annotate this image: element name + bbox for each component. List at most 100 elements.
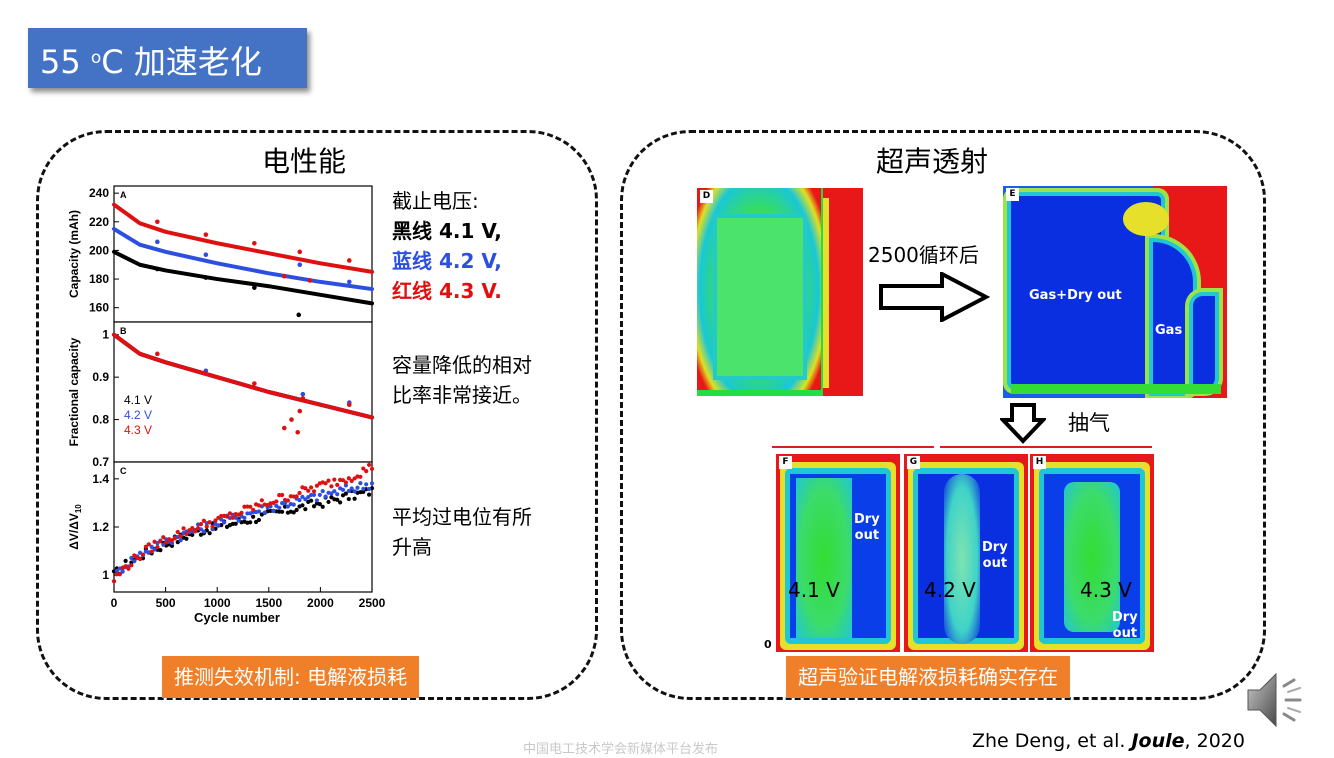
scatter-point [364,482,369,487]
x-axis-label: Cycle number [194,610,280,625]
scatter-point [285,504,291,509]
data-point [295,430,300,435]
scatter-point [340,487,346,492]
scatter-point [323,481,328,486]
scatter-point [271,508,276,514]
voltage-note-red: 红线 4.3 V. [392,279,502,303]
scatter-point [193,529,198,534]
right-panel-heading: 超声透射 [876,145,989,178]
voltage-notes-header: 截止电压: [392,189,479,213]
data-point [281,425,287,431]
x-tick-label: 1500 [255,596,282,610]
y-tick-label: 1 [102,568,109,582]
electrochemical-chart-figure: A 160 180 200 220 240 Capacity (mAh) B 1 0.9 0.8 0.… [67,185,386,625]
scatter-point [129,563,134,568]
scatter-point [256,503,262,508]
scatter-point [248,520,253,525]
overpotential-note: 平均过电位有所 升高 [392,502,532,562]
scatter-point [210,524,215,529]
right-arrow-icon [879,272,990,322]
scatter-point [329,491,334,496]
gas-dry-out-label: Gas+Dry out [1029,288,1122,303]
scatter-point [311,489,317,494]
scatter-point [311,492,317,498]
scatter-point [309,492,314,498]
scatter-point [201,518,206,523]
scatter-point [259,498,264,503]
chart-frame [113,185,373,323]
scatter-point [190,532,195,538]
data-point [300,396,306,401]
capacity-note-line: 容量降低的相对 [392,353,532,377]
scatter-point [146,542,151,547]
scatter-point [280,509,285,514]
scatter-point [207,520,212,525]
scatter-point [367,492,372,497]
chart-panel-letter: C [120,466,127,476]
scatter-point [361,489,366,494]
chart-panel-letter: B [120,326,127,336]
scatter-point [303,486,308,491]
scatter-point [233,521,238,526]
scatter-point [201,529,206,534]
scatter-point [367,486,372,492]
scan-letter: H [1033,456,1046,469]
scan-letter: F [779,456,792,469]
data-point [297,249,303,255]
down-arrow-icon [1000,403,1046,444]
scatter-point [335,497,340,502]
scan-zero-label: 0 [764,638,772,651]
scatter-point [361,466,366,471]
scatter-point [314,483,320,488]
voltage-label-f: 4.1 V [788,578,840,602]
data-point [297,262,303,268]
series-line [112,226,374,292]
series-line [112,332,374,420]
y-tick-label: 0.8 [92,413,109,427]
scatter-point [326,499,331,505]
scatter-point [132,553,137,558]
scan-letter: E [1006,188,1019,201]
scatter-point [335,482,340,487]
scan-letter: D [700,190,713,203]
scatter-point [184,531,189,537]
scatter-point [239,510,244,515]
scatter-point [361,486,366,491]
scatter-point [329,495,334,500]
scatter-point [164,540,169,545]
scatter-point [291,510,296,515]
scatter-point [216,523,221,528]
scatter-point [158,539,163,544]
scatter-point [309,485,314,490]
voltage-notes: 截止电压: 黑线 4.1 V, 蓝线 4.2 V, 红线 4.3 V. [392,186,502,306]
scatter-point [277,505,282,510]
y-tick-label: 0.7 [92,455,109,469]
scatter-point [123,564,128,569]
scatter-point [227,511,233,516]
data-point [203,275,209,280]
y-tick-label: 200 [89,243,109,257]
scatter-point [251,507,256,512]
capacity-note-line: 比率非常接近。 [392,383,532,407]
y-tick-label: 160 [89,301,109,315]
data-point [203,232,209,237]
scatter-point [137,556,143,561]
scatter-point [161,535,166,540]
data-point [307,278,313,283]
chart-frame [113,321,373,463]
speaker-icon[interactable] [1244,668,1310,732]
right-conclusion-tag: 超声验证电解液损耗确实存在 [786,656,1070,698]
scatter-point [155,544,160,550]
scatter-point [340,478,346,483]
data-point [296,312,302,318]
scatter-point [187,528,192,533]
scatter-point [355,485,360,490]
data-point [202,370,208,376]
data-point [346,258,352,263]
scatter-point [297,498,302,503]
legend-entry: 4.1 V [124,393,152,407]
data-point [346,402,352,408]
scatter-point [282,501,288,506]
ultrasonic-scan-e: E Gas+Dry out Gas [1003,186,1227,398]
scatter-point [132,559,137,564]
